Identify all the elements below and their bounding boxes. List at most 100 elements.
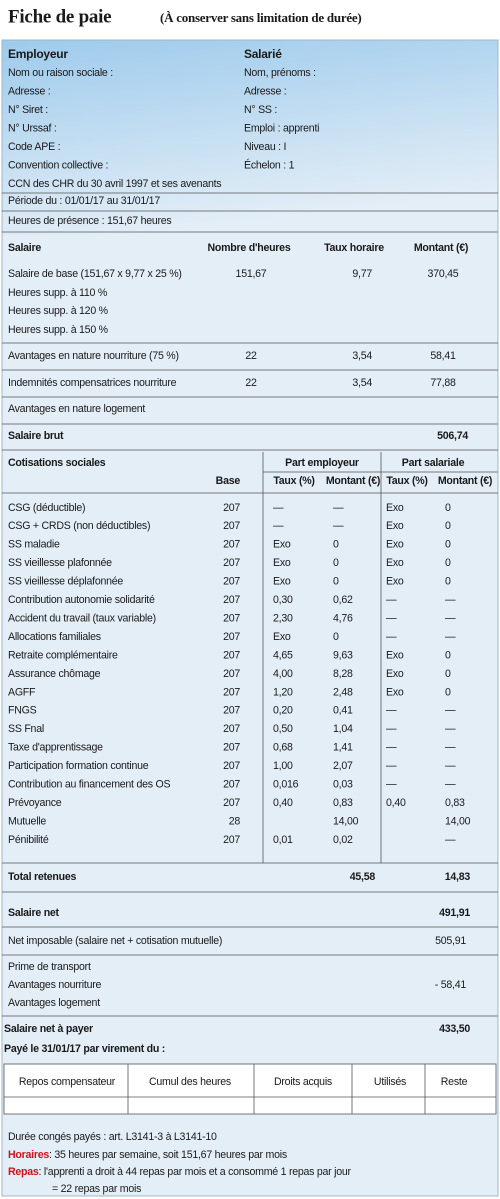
rate: 2,30: [273, 612, 293, 624]
base: 207: [223, 539, 240, 551]
group-header: Part salariale: [402, 457, 465, 469]
footer-text: = 22 repas par mois: [52, 1183, 141, 1195]
rate: —: [386, 705, 397, 717]
section-heading: Cotisations sociales: [8, 457, 106, 469]
net-to-pay-label: Salaire net à payer: [4, 1023, 93, 1035]
amount: 0: [445, 539, 451, 551]
field: N° Urssaf :: [8, 122, 57, 134]
rate: 1,00: [273, 760, 293, 772]
column-header: Nombre d'heures: [208, 242, 291, 254]
adjustment-label: Prime de transport: [8, 961, 91, 973]
base: 207: [223, 742, 240, 754]
amount: 0,03: [333, 779, 353, 791]
amount: —: [333, 502, 344, 514]
amount: 0: [333, 576, 339, 588]
row-label: Prévoyance: [8, 797, 62, 809]
rate: —: [386, 631, 397, 643]
amount: 0,02: [333, 834, 353, 846]
column-header: Montant (€): [326, 475, 380, 487]
net-to-pay-amount: 433,50: [439, 1023, 470, 1035]
row-label: AGFF: [8, 686, 36, 698]
net-amount: 491,91: [439, 907, 470, 919]
amount: 1,41: [333, 742, 353, 754]
header-band: [2, 40, 498, 236]
base: 207: [223, 834, 240, 846]
amount: 0,83: [333, 797, 353, 809]
section-heading: Employeur: [8, 47, 68, 61]
amount: 0,62: [333, 594, 353, 606]
column-header: Reste: [441, 1076, 468, 1088]
adjustment-amount: - 58,41: [435, 979, 467, 991]
row-label: Contribution autonomie solidarité: [8, 594, 155, 606]
row-label: Salaire de base (151,67 x 9,77 x 25 %): [8, 268, 182, 280]
amount: 58,41: [430, 350, 456, 362]
amount: 0: [445, 576, 451, 588]
rate: —: [386, 612, 397, 624]
field: Emploi : apprenti: [244, 122, 319, 134]
rate: 0,01: [273, 834, 293, 846]
base: 207: [223, 760, 240, 772]
amount: 0: [333, 539, 339, 551]
group-header: Part employeur: [285, 457, 359, 469]
amount: 2,07: [333, 760, 353, 772]
amount: —: [445, 742, 456, 754]
footer-label: Repas: [8, 1166, 39, 1178]
base: 207: [223, 502, 240, 514]
field: Code APE :: [8, 141, 60, 153]
hours: 22: [245, 350, 257, 362]
amount: 0: [445, 649, 451, 661]
amount: —: [333, 520, 344, 532]
amount: —: [445, 594, 456, 606]
rate: Exo: [386, 668, 404, 680]
net-label: Salaire net: [8, 907, 60, 919]
texts: Fiche de paie (À conserver sans limitatio…: [4, 6, 492, 1194]
base: 207: [223, 723, 240, 735]
row-label: Participation formation continue: [8, 760, 149, 772]
column-header: Droits acquis: [274, 1076, 332, 1088]
row-label: Avantages en nature logement: [8, 403, 145, 415]
column-header: Base: [216, 475, 241, 487]
row-label: Pénibilité: [8, 834, 49, 846]
row-label: Heures supp. à 150 %: [8, 324, 109, 336]
row-label: Heures supp. à 110 %: [8, 287, 108, 299]
base: 207: [223, 779, 240, 791]
rules: [2, 192, 498, 1114]
payment: Payé le 31/01/17 par virement du :: [4, 1043, 165, 1055]
base: 207: [223, 705, 240, 717]
title: Fiche de paie: [8, 6, 111, 27]
column-header: Taux horaire: [324, 242, 384, 254]
rate: Exo: [386, 539, 404, 551]
rate: Exo: [386, 520, 404, 532]
amount: 1,04: [333, 723, 353, 735]
rate: 0,016: [273, 779, 299, 791]
base: 207: [223, 686, 240, 698]
taxable-amount: 505,91: [435, 935, 466, 947]
rate: —: [386, 594, 397, 606]
rate: 0,20: [273, 705, 293, 717]
adjustment-label: Avantages logement: [8, 997, 100, 1009]
rate: Exo: [273, 576, 291, 588]
rate: Exo: [386, 686, 404, 698]
column-header: Repos compensateur: [19, 1076, 116, 1088]
hours: 151,67: [236, 268, 267, 280]
row-label: Retraite complémentaire: [8, 649, 118, 661]
field: N° SS :: [244, 104, 277, 116]
amount: —: [445, 705, 456, 717]
row-label: SS maladie: [8, 539, 60, 551]
field: Adresse :: [244, 85, 287, 97]
amount: —: [445, 723, 456, 735]
footer-line: Durée congés payés : art. L3141-3 à L314…: [8, 1131, 217, 1143]
column-header: Utilisés: [374, 1076, 406, 1088]
row-label: SS vieillesse déplafonnée: [8, 576, 123, 588]
base: 207: [223, 520, 240, 532]
field: N° Siret :: [8, 104, 48, 116]
amount: 14,00: [445, 815, 471, 827]
base: 207: [223, 668, 240, 680]
row-label: Taxe d'apprentissage: [8, 742, 103, 754]
field: Convention collective :: [8, 159, 108, 171]
amount: 9,63: [333, 649, 353, 661]
field: Adresse :: [8, 85, 51, 97]
rate: 3,54: [352, 377, 372, 389]
column-header: Cumul des heures: [149, 1076, 231, 1088]
rate: 0,40: [386, 797, 406, 809]
